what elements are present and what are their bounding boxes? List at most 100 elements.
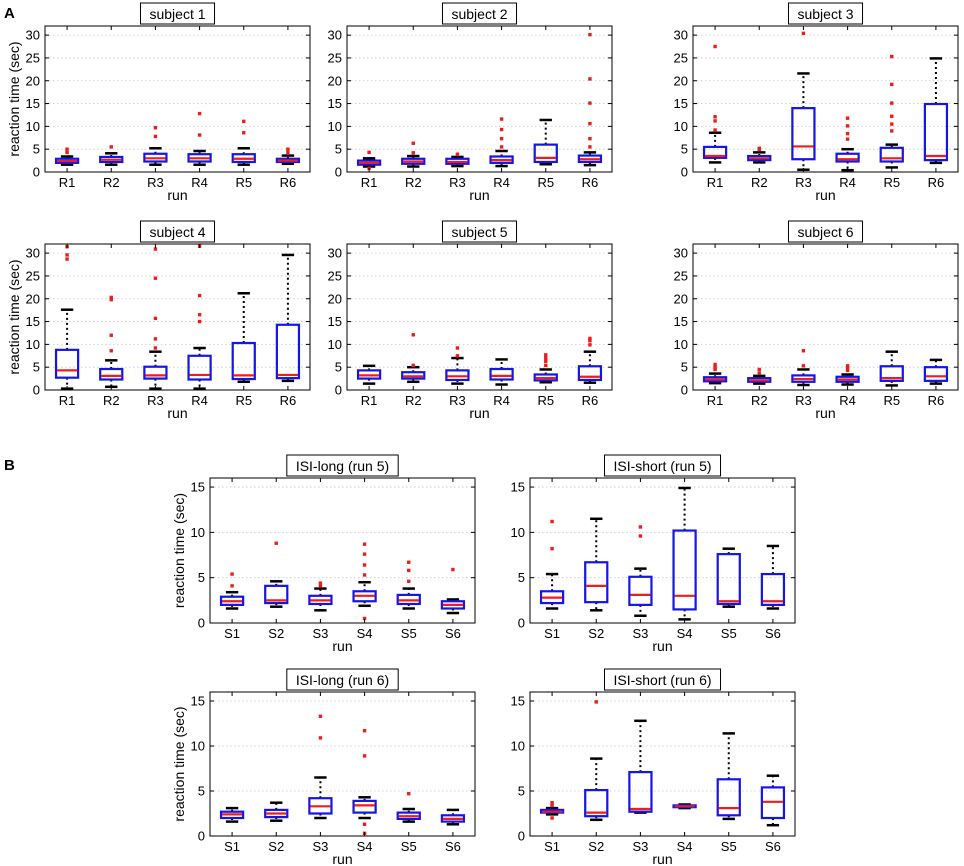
outlier-point (153, 126, 158, 130)
chart-title-text: subject 6 (797, 224, 853, 240)
y-tick-label: 30 (26, 246, 40, 261)
outlier-point (407, 792, 411, 796)
outlier-point (197, 111, 202, 116)
x-tick-label: R2 (405, 393, 422, 408)
outlier-point (455, 354, 460, 358)
outlier-point (499, 127, 504, 132)
outlier-point (65, 253, 69, 257)
x-tick-label: R1 (707, 175, 724, 190)
chart-title: subject 3 (787, 2, 864, 25)
x-tick-label: S2 (268, 626, 284, 641)
outlier-point (757, 367, 761, 372)
box-R2 (99, 295, 124, 389)
box-R2 (401, 333, 426, 384)
box-S5 (396, 560, 421, 610)
y-tick-label: 15 (191, 694, 205, 709)
iqr-box (489, 367, 514, 381)
y-axis-label: reaction time (sec) (6, 259, 22, 374)
plot-frame (346, 243, 613, 391)
outlier-point (362, 563, 367, 567)
outlier-point (362, 542, 367, 546)
outlier-point (362, 754, 367, 758)
outlier-point (230, 572, 234, 576)
outlier-point (801, 364, 806, 368)
box-R3 (143, 126, 168, 166)
y-tick-label: 25 (674, 268, 688, 283)
box-S3 (308, 714, 333, 820)
x-tick-label: S6 (445, 839, 461, 854)
box-R6 (275, 253, 301, 383)
outlier-point (197, 293, 202, 298)
outlier-point (890, 122, 894, 126)
iqr-box (187, 153, 212, 163)
y-tick-label: 5 (518, 784, 525, 799)
box-S6 (760, 544, 786, 610)
box-S3 (308, 581, 333, 612)
chart-title-text: subject 2 (451, 6, 507, 22)
outlier-point (362, 822, 367, 826)
box-R5 (231, 119, 256, 166)
x-tick-label: R2 (103, 393, 120, 408)
x-tick-label: R4 (839, 175, 856, 190)
x-tick-label: R6 (280, 175, 297, 190)
x-tick-label: R2 (751, 393, 768, 408)
box-R4 (489, 117, 514, 168)
outlier-point (713, 115, 717, 119)
box-R1 (356, 150, 382, 171)
y-tick-label: 25 (674, 50, 688, 65)
y-tick-label: 5 (681, 360, 688, 375)
x-tick-label: S4 (677, 839, 693, 854)
iqr-box (747, 154, 772, 162)
outlier-point (713, 365, 717, 369)
y-tick-label: 10 (511, 739, 525, 754)
outlier-point (588, 77, 592, 81)
panel-label-a: A (4, 5, 15, 22)
chart-title-text: ISI-long (run 6) (296, 672, 389, 688)
plot-area (210, 478, 475, 623)
x-tick-label: S2 (588, 626, 604, 641)
box-R5 (533, 118, 558, 166)
outlier-point (544, 359, 548, 363)
outlier-point (588, 145, 592, 149)
plot-area (45, 26, 310, 172)
x-tick-label: S3 (632, 626, 648, 641)
x-tick-label: R3 (147, 175, 164, 190)
plot-area (45, 244, 310, 390)
box-R3 (791, 349, 816, 387)
x-tick-label: S2 (588, 839, 604, 854)
iqr-box (401, 371, 426, 380)
y-tick-label: 15 (191, 480, 205, 495)
iqr-box (716, 778, 741, 817)
iqr-box (672, 529, 697, 611)
box-S5 (396, 792, 421, 823)
x-axis-label: run (469, 187, 489, 203)
box-S1 (539, 801, 565, 820)
plot-area (210, 692, 475, 836)
outlier-point (890, 82, 894, 87)
chart-6: 0 5 10 15 20 25 30 R1 R2 R3 R4 R5 R6 run subject 6 (674, 220, 959, 421)
outlier-point (713, 119, 717, 123)
outlier-point (588, 136, 592, 141)
chart-title-box (139, 2, 216, 25)
chart-title-box (286, 454, 399, 477)
chart-8: 0 5 10 15 S1 S2 S3 S4 S5 S6 run ISI-short (run 5) (511, 454, 796, 654)
y-tick-label: 15 (674, 314, 688, 329)
outlier-point (550, 519, 554, 524)
outlier-point (499, 145, 504, 149)
x-tick-label: R1 (361, 175, 378, 190)
chart-1: 0 5 10 15 20 25 30 R1 R2 R3 R4 R5 R6 run reaction time… (6, 2, 311, 203)
outlier-point (845, 364, 850, 368)
iqr-box (356, 159, 382, 166)
y-tick-label: 20 (26, 73, 40, 88)
charts-group: 0 5 10 15 20 25 30 R1 R2 R3 R4 R5 R6 run reaction time… (6, 2, 959, 866)
chart-title-box (603, 454, 722, 477)
y-tick-label: 5 (518, 570, 525, 585)
chart-title: ISI-long (run 6) (286, 668, 399, 691)
outlier-point (362, 729, 367, 733)
outlier-point (153, 346, 158, 350)
box-S3 (628, 719, 653, 814)
x-tick-label: R6 (582, 175, 599, 190)
outlier-point (890, 54, 894, 59)
x-tick-label: S1 (224, 626, 240, 641)
chart-title-text: ISI-short (run 6) (613, 672, 711, 688)
